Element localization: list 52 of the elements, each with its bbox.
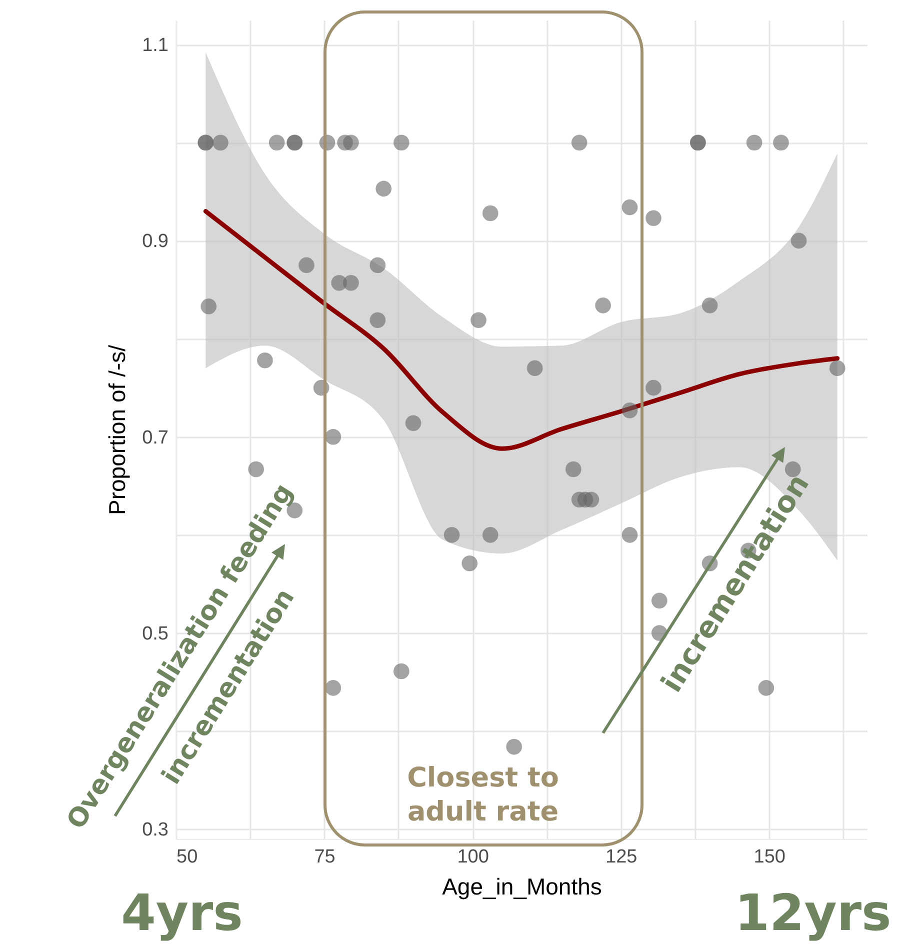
point [444,527,460,543]
point [200,298,217,314]
point [393,663,410,680]
y-tick-label: 0.9 [142,231,168,252]
annotation: Closest to adult rate [406,761,560,829]
point [583,492,600,508]
point [646,210,662,226]
point [829,360,846,376]
text: 12yrs [734,882,892,944]
point [248,461,264,478]
point [370,312,386,328]
x-tick-label: 150 [754,846,786,868]
point [298,257,314,274]
point [212,134,228,150]
point [595,298,611,314]
point [325,680,342,696]
point [622,199,638,216]
point [622,402,638,418]
point [470,312,486,328]
text: 4yrs [120,882,244,944]
point [746,134,762,150]
point [565,461,582,478]
x-tick-label: 125 [606,846,638,868]
x-tick-label: 50 [176,846,198,868]
line-series [203,209,840,451]
point [325,428,342,445]
point [405,415,422,432]
point [376,180,392,197]
point [506,738,522,755]
y-axis-title: Proportion of /-s/ [104,344,130,516]
point [393,134,410,150]
point [646,380,662,396]
point [773,134,789,150]
point [343,134,359,150]
point [462,555,478,572]
point [482,527,498,543]
point [268,134,285,150]
point [784,461,801,478]
y-tick-label: 1.1 [142,35,168,56]
x-tick-label: 100 [457,846,489,868]
point [257,352,273,368]
point [790,232,807,249]
point [571,134,588,150]
x-axis-title: Age_in_Months [442,874,602,900]
point [482,205,498,222]
x-tick-label: 75 [314,846,336,868]
point [526,360,543,376]
point [343,274,359,291]
point [370,257,386,274]
point [622,527,638,543]
y-tick-label: 0.7 [142,427,168,448]
point [702,298,718,314]
